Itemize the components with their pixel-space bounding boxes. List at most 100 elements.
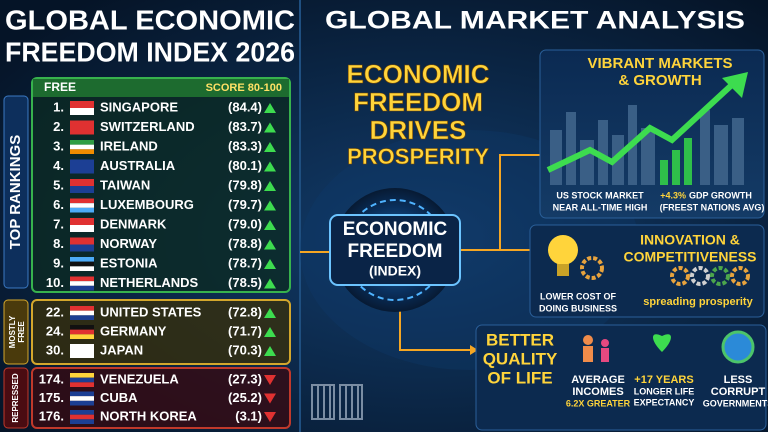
- caption-highlight: +4.3%: [660, 190, 686, 200]
- item-title: +17 YEARS: [634, 374, 693, 386]
- rank: 3.: [53, 138, 64, 153]
- flag: [70, 373, 94, 378]
- caption: LOWER COST OF: [540, 291, 616, 301]
- flag: [70, 244, 94, 252]
- center-title: FREEDOM: [348, 241, 443, 262]
- growth-bars: [660, 138, 692, 185]
- score: (83.7): [228, 119, 262, 134]
- innovation-panel: [529, 224, 765, 318]
- caption: DOING BUSINESS: [539, 303, 617, 313]
- rank: 9.: [53, 255, 64, 270]
- trend-arrow: [264, 278, 276, 289]
- trend-arrow: [264, 327, 276, 337]
- headline-line: DRIVES: [370, 115, 467, 145]
- rank: 175.: [39, 390, 64, 405]
- country: UNITED STATES: [100, 304, 202, 319]
- family-icon: [583, 335, 609, 362]
- side-label: REPRESSED: [11, 373, 20, 423]
- flag: [70, 140, 94, 145]
- flag: [70, 257, 94, 262]
- item-detail: GOVERNMENTS: [703, 398, 768, 408]
- caption: (FREEST NATIONS AVG): [660, 202, 765, 212]
- country: DENMARK: [100, 216, 167, 231]
- ranking-rows: 1. SINGAPORE (84.4) 2. SWITZERLAND (83.7) 3. IR…: [39, 99, 276, 424]
- headline-line: FREEDOM: [353, 87, 483, 117]
- side-tab: [3, 299, 29, 365]
- country: GERMANY: [100, 323, 167, 338]
- rank: 22.: [46, 304, 64, 319]
- flag: [70, 159, 94, 167]
- item-title: AVERAGE: [571, 374, 625, 386]
- country: NORTH KOREA: [100, 408, 197, 423]
- header-right: SCORE 80-100: [206, 82, 282, 94]
- panel-title: VIBRANT MARKETS: [588, 55, 733, 72]
- rank: 176.: [39, 408, 64, 423]
- score: (72.8): [228, 304, 262, 319]
- main-title: GLOBAL ECONOMIC: [5, 4, 295, 35]
- rank: 30.: [46, 342, 64, 357]
- flag: [70, 344, 94, 351]
- score: (78.8): [228, 236, 262, 251]
- flag: [70, 179, 94, 186]
- trend-arrow: [264, 346, 276, 356]
- trend-arrow: [264, 103, 276, 113]
- trend-arrow: [264, 308, 276, 318]
- item-title: LESS: [724, 374, 753, 386]
- side-tab: [3, 95, 29, 289]
- trend-arrow: [264, 412, 276, 422]
- heart-icon: [653, 334, 671, 352]
- rank: 2.: [53, 119, 64, 134]
- trend-arrow: [264, 122, 276, 133]
- score: (83.3): [228, 138, 262, 153]
- flag: [70, 144, 94, 150]
- quality-panel: [475, 324, 767, 431]
- flag: [70, 218, 94, 225]
- flag: [70, 166, 94, 174]
- country: IRELAND: [100, 138, 158, 153]
- flag: [70, 198, 94, 204]
- gear-icon: [580, 256, 604, 280]
- rank: 174.: [39, 371, 64, 386]
- side-label: MOSTLY: [8, 315, 17, 348]
- flag: [70, 108, 94, 115]
- score: (79.0): [228, 216, 262, 231]
- gates-icon: [311, 384, 363, 420]
- side-tab: [3, 367, 29, 429]
- globe-icon: [721, 330, 755, 364]
- score: (79.7): [228, 197, 262, 212]
- caption: US STOCK MARKET: [556, 190, 644, 200]
- country: LUXEMBOURG: [100, 197, 194, 212]
- flag: [70, 101, 94, 108]
- score: (27.3): [228, 371, 262, 386]
- trend-arrow: [264, 375, 276, 385]
- panel-title: BETTER: [486, 330, 554, 349]
- flag: [70, 281, 94, 286]
- caption: GDP GROWTH: [689, 190, 752, 200]
- repressed-box: [31, 367, 291, 429]
- section-title: GLOBAL MARKET ANALYSIS: [325, 7, 745, 35]
- flag: [70, 120, 94, 128]
- growth-arrow: [546, 79, 738, 173]
- flag: [70, 377, 94, 383]
- bulb-icon: [548, 235, 578, 265]
- item-detail: EXPECTANCY: [634, 397, 695, 407]
- country: ESTONIA: [100, 255, 158, 270]
- flag: [70, 276, 94, 282]
- flag: [70, 310, 94, 316]
- flag: [70, 414, 94, 420]
- rank: 8.: [53, 236, 64, 251]
- score: (70.3): [228, 342, 262, 357]
- trend-arrow: [264, 259, 276, 269]
- header-left: FREE: [44, 80, 76, 94]
- header-bar: [33, 79, 289, 97]
- center-box: [329, 214, 461, 286]
- panel-title: INNOVATION &: [640, 232, 740, 248]
- country: SWITZERLAND: [100, 119, 195, 134]
- country: SINGAPORE: [100, 99, 178, 114]
- flag: [70, 410, 94, 415]
- panel-title: COMPETITIVENESS: [623, 249, 756, 265]
- flag: [70, 127, 94, 135]
- flag: [70, 382, 94, 387]
